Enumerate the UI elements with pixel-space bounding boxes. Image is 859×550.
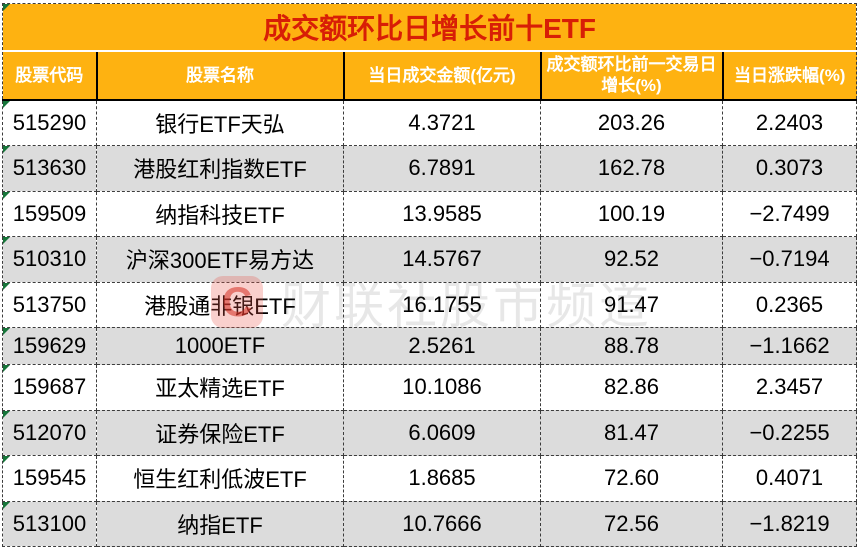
change-cell: −0.7194 — [721, 236, 858, 283]
turnover-cell: 10.7666 — [343, 500, 541, 547]
turnover-cell: 2.5261 — [343, 326, 541, 366]
stock-code-cell: 513100 — [2, 500, 97, 547]
stock-code-cell: 159509 — [2, 190, 97, 238]
stock-code: 159629 — [12, 333, 87, 359]
growth-cell: 81.47 — [540, 409, 723, 457]
turnover-cell: 4.3721 — [343, 98, 541, 147]
table-header-row: 股票代码 股票名称 当日成交金额(亿元) 成交额环比前一交易日增长(%) 当日涨… — [2, 51, 858, 101]
stock-code: 159545 — [12, 465, 87, 491]
excel-green-flag-icon — [3, 456, 10, 464]
change-cell: 0.4071 — [721, 455, 858, 502]
table-title: 成交额环比日增长前十ETF — [263, 13, 596, 44]
table-row: 515290 银行ETF天弘 4.3721 203.26 2.2403 — [2, 98, 858, 147]
turnover-cell: 1.8685 — [343, 455, 541, 502]
header-stock-name: 股票名称 — [95, 51, 345, 101]
table-row: 159629 1000ETF 2.5261 88.78 −1.1662 — [2, 326, 858, 366]
growth-cell: 91.47 — [540, 281, 723, 328]
turnover-cell: 10.1086 — [343, 364, 541, 411]
excel-green-flag-icon — [3, 327, 10, 335]
stock-name-cell: 1000ETF — [96, 326, 344, 366]
stock-code: 512070 — [12, 419, 87, 445]
stock-code: 513630 — [12, 155, 87, 181]
excel-green-flag-icon — [3, 146, 10, 154]
stock-name-cell: 证券保险ETF — [96, 409, 344, 457]
change-cell: 2.3457 — [721, 364, 858, 411]
stock-code-cell: 510310 — [2, 236, 97, 283]
table-row: 513630 港股红利指数ETF 6.7891 162.78 0.3073 — [2, 145, 858, 192]
table-title-bar: 成交额环比日增长前十ETF — [2, 3, 857, 52]
turnover-cell: 6.7891 — [343, 145, 541, 192]
change-cell: 0.3073 — [721, 145, 858, 192]
growth-cell: 72.56 — [540, 500, 723, 547]
change-cell: 0.2365 — [721, 281, 858, 328]
stock-code-cell: 513750 — [2, 281, 97, 328]
stock-name-cell: 港股红利指数ETF — [96, 145, 344, 192]
growth-cell: 203.26 — [540, 98, 723, 147]
stock-code: 159509 — [12, 200, 87, 226]
turnover-cell: 16.1755 — [343, 281, 541, 328]
turnover-cell: 6.0609 — [343, 409, 541, 457]
stock-code: 510310 — [12, 246, 87, 272]
table-row: 513100 纳指ETF 10.7666 72.56 −1.8219 — [2, 500, 858, 547]
growth-cell: 92.52 — [540, 236, 723, 283]
change-cell: −2.7499 — [721, 190, 858, 238]
change-cell: −1.8219 — [721, 500, 858, 547]
excel-green-flag-icon — [3, 365, 10, 373]
growth-cell: 162.78 — [540, 145, 723, 192]
change-cell: 2.2403 — [721, 98, 858, 147]
excel-green-flag-icon — [3, 100, 10, 108]
header-turnover: 当日成交金额(亿元) — [342, 51, 542, 101]
table-row: 159687 亚太精选ETF 10.1086 82.86 2.3457 — [2, 364, 858, 411]
header-change: 当日涨跌幅(%) — [721, 51, 858, 101]
growth-cell: 88.78 — [540, 326, 723, 366]
turnover-cell: 13.9585 — [343, 190, 541, 238]
stock-name-cell: 纳指科技ETF — [96, 190, 344, 238]
stock-name-cell: 港股通非银ETF — [96, 281, 344, 328]
header-stock-code: 股票代码 — [2, 51, 98, 101]
title-row: 成交额环比日增长前十ETF — [2, 3, 857, 52]
stock-code-cell: 159629 — [2, 326, 97, 366]
stock-code: 513100 — [12, 510, 87, 536]
stock-name-cell: 恒生红利低波ETF — [96, 455, 344, 502]
stock-name-cell: 沪深300ETF易方达 — [96, 236, 344, 283]
excel-green-flag-icon — [3, 237, 10, 245]
stock-name-cell: 银行ETF天弘 — [96, 98, 344, 147]
table-row: 513750 港股通非银ETF 16.1755 91.47 0.2365 — [2, 281, 858, 328]
stock-code-cell: 159545 — [2, 455, 97, 502]
stock-code-cell: 515290 — [2, 98, 97, 147]
excel-green-flag-icon — [3, 282, 10, 290]
etf-table: 成交额环比日增长前十ETF 股票代码 股票名称 当日成交金额(亿元) 成交额环比… — [2, 3, 858, 547]
excel-green-flag-icon — [3, 191, 10, 199]
stock-code-cell: 513630 — [2, 145, 97, 192]
stock-name-cell: 亚太精选ETF — [96, 364, 344, 411]
turnover-cell: 14.5767 — [343, 236, 541, 283]
excel-green-flag-icon — [3, 4, 10, 11]
excel-green-flag-icon — [3, 410, 10, 418]
stock-code: 513750 — [12, 291, 87, 317]
change-cell: −1.1662 — [721, 326, 858, 366]
growth-cell: 100.19 — [540, 190, 723, 238]
excel-green-flag-icon — [3, 501, 10, 509]
stock-code-cell: 512070 — [2, 409, 97, 457]
stock-code: 515290 — [12, 109, 87, 135]
table-row: 510310 沪深300ETF易方达 14.5767 92.52 −0.7194 — [2, 236, 858, 283]
growth-cell: 72.60 — [540, 455, 723, 502]
growth-cell: 82.86 — [540, 364, 723, 411]
stock-code: 159687 — [12, 374, 87, 400]
stock-name-cell: 纳指ETF — [96, 500, 344, 547]
table-row: 159509 纳指科技ETF 13.9585 100.19 −2.7499 — [2, 190, 858, 238]
table-row: 159545 恒生红利低波ETF 1.8685 72.60 0.4071 — [2, 455, 858, 502]
change-cell: −0.2255 — [721, 409, 858, 457]
header-growth: 成交额环比前一交易日增长(%) — [539, 51, 724, 101]
stock-code-cell: 159687 — [2, 364, 97, 411]
table-row: 512070 证券保险ETF 6.0609 81.47 −0.2255 — [2, 409, 858, 457]
